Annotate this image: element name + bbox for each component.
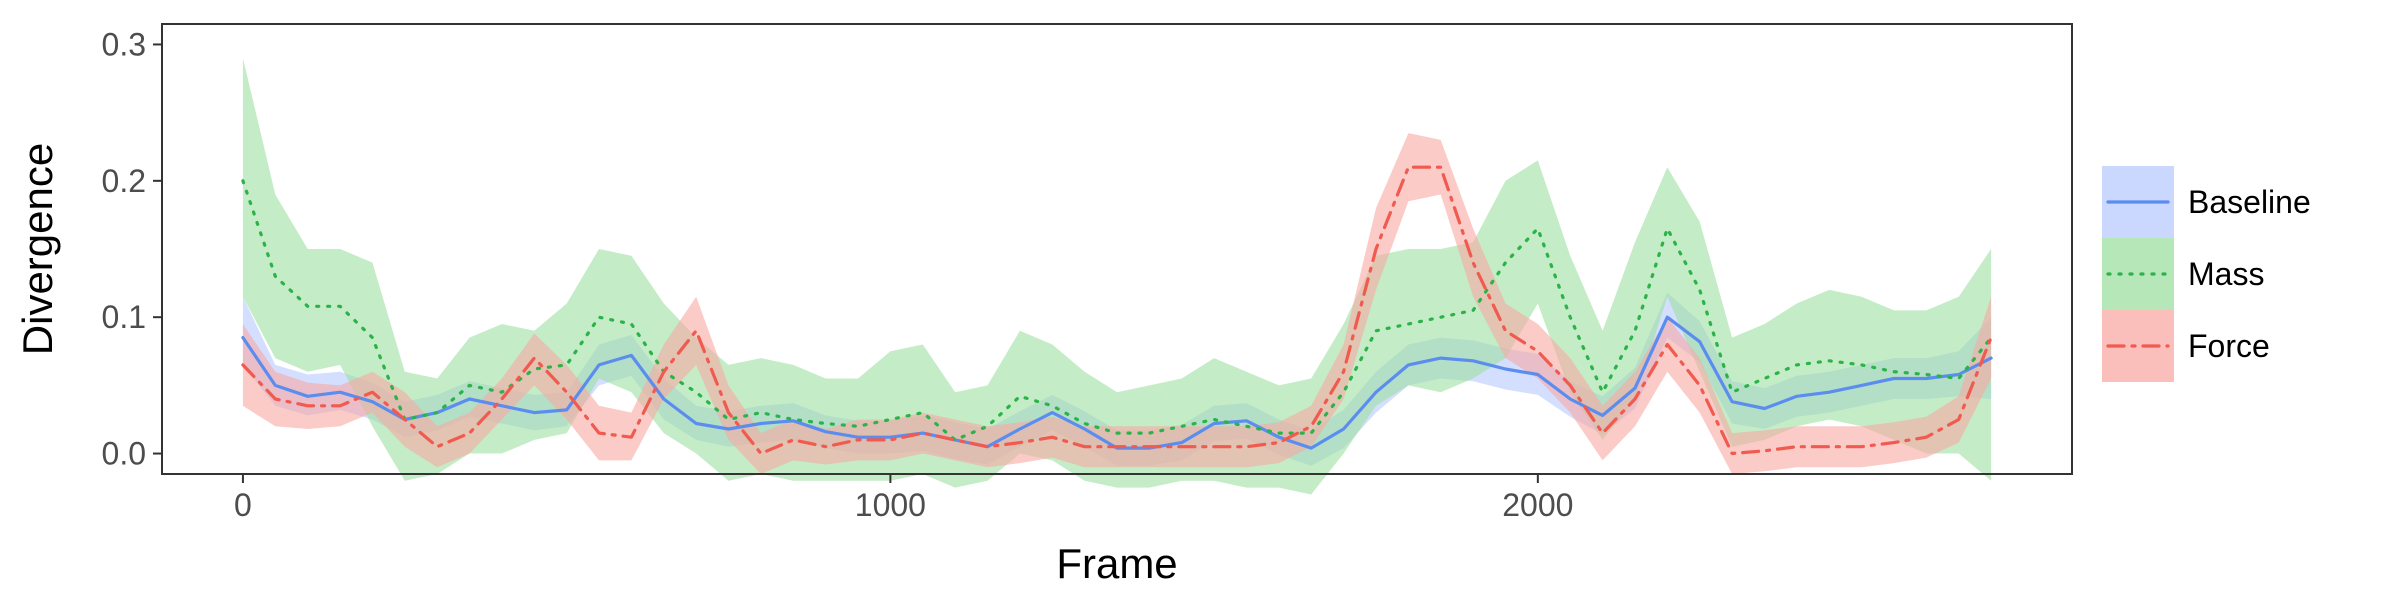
series-lines (241, 165, 1993, 456)
y-axis-title: Divergence (14, 143, 61, 355)
y-axis: 0.0 0.1 0.2 0.3 (102, 26, 162, 472)
x-axis-title: Frame (1056, 540, 1177, 587)
y-tick-label: 0.0 (102, 436, 146, 472)
y-tick-label: 0.1 (102, 299, 146, 335)
x-axis: 0 1000 2000 (234, 474, 1573, 523)
legend-item-force: Force (2102, 310, 2270, 382)
legend-item-baseline: Baseline (2102, 166, 2311, 238)
force-series-line (241, 165, 1993, 456)
legend-label-force: Force (2188, 328, 2270, 364)
legend: Baseline Mass Force (2102, 166, 2311, 382)
mass-series-line (241, 179, 1993, 442)
x-tick-label: 2000 (1502, 487, 1573, 523)
x-tick-label: 1000 (855, 487, 926, 523)
mass-confidence-band (242, 58, 1992, 495)
plot-area (161, 23, 2073, 495)
legend-label-baseline: Baseline (2188, 184, 2311, 220)
x-tick-label: 0 (234, 487, 252, 523)
y-tick-label: 0.3 (102, 26, 146, 62)
y-tick-label: 0.2 (102, 163, 146, 199)
plot-border (161, 23, 2073, 475)
legend-item-mass: Mass (2102, 238, 2264, 310)
legend-label-mass: Mass (2188, 256, 2264, 292)
